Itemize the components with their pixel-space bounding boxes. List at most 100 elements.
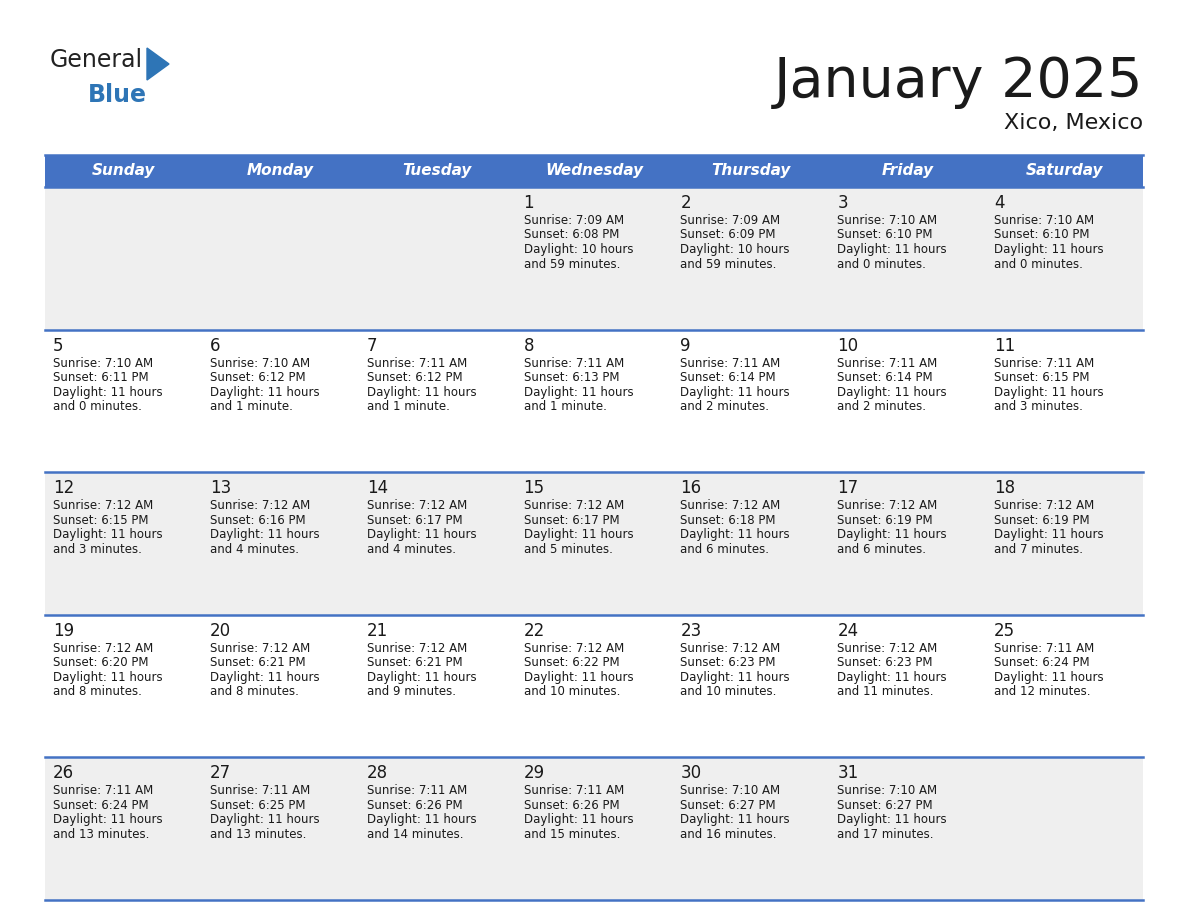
Text: Sunrise: 7:12 AM: Sunrise: 7:12 AM	[210, 499, 310, 512]
Text: Sunset: 6:27 PM: Sunset: 6:27 PM	[838, 799, 933, 812]
Text: 12: 12	[53, 479, 74, 498]
Text: Thursday: Thursday	[712, 163, 790, 178]
Text: Sunset: 6:21 PM: Sunset: 6:21 PM	[367, 656, 462, 669]
Text: Sunrise: 7:10 AM: Sunrise: 7:10 AM	[681, 784, 781, 798]
Text: Sunrise: 7:11 AM: Sunrise: 7:11 AM	[681, 356, 781, 370]
Text: Sunset: 6:12 PM: Sunset: 6:12 PM	[210, 371, 305, 384]
Bar	[986, 757, 1143, 900]
Text: Daylight: 11 hours: Daylight: 11 hours	[838, 528, 947, 542]
Text: Sunrise: 7:11 AM: Sunrise: 7:11 AM	[994, 356, 1094, 370]
Text: Sunrise: 7:12 AM: Sunrise: 7:12 AM	[53, 642, 153, 655]
Text: Daylight: 11 hours: Daylight: 11 hours	[994, 528, 1104, 542]
Text: 5: 5	[53, 337, 63, 354]
Bar	[672, 757, 829, 900]
Text: Sunrise: 7:09 AM: Sunrise: 7:09 AM	[681, 214, 781, 227]
Text: Blue: Blue	[88, 83, 147, 107]
Text: 13: 13	[210, 479, 232, 498]
Bar	[45, 472, 202, 615]
Text: Sunset: 6:26 PM: Sunset: 6:26 PM	[367, 799, 462, 812]
Text: 28: 28	[367, 765, 387, 782]
Bar	[516, 187, 672, 330]
Text: 3: 3	[838, 194, 848, 212]
Text: Sunset: 6:26 PM: Sunset: 6:26 PM	[524, 799, 619, 812]
Bar	[202, 472, 359, 615]
Text: Sunset: 6:19 PM: Sunset: 6:19 PM	[994, 514, 1089, 527]
Text: Sunset: 6:21 PM: Sunset: 6:21 PM	[210, 656, 305, 669]
Bar	[359, 330, 516, 472]
Text: Sunrise: 7:12 AM: Sunrise: 7:12 AM	[367, 499, 467, 512]
Text: Sunset: 6:15 PM: Sunset: 6:15 PM	[994, 371, 1089, 384]
Bar	[516, 615, 672, 757]
Text: 27: 27	[210, 765, 230, 782]
Text: and 16 minutes.: and 16 minutes.	[681, 828, 777, 841]
Text: 29: 29	[524, 765, 544, 782]
Text: 10: 10	[838, 337, 859, 354]
Text: Sunrise: 7:12 AM: Sunrise: 7:12 AM	[994, 499, 1094, 512]
Text: Daylight: 11 hours: Daylight: 11 hours	[524, 671, 633, 684]
Bar	[516, 330, 672, 472]
Text: and 15 minutes.: and 15 minutes.	[524, 828, 620, 841]
Bar	[986, 472, 1143, 615]
Text: Sunrise: 7:10 AM: Sunrise: 7:10 AM	[838, 784, 937, 798]
Text: 14: 14	[367, 479, 387, 498]
Text: Xico, Mexico: Xico, Mexico	[1004, 113, 1143, 133]
Text: Sunrise: 7:12 AM: Sunrise: 7:12 AM	[524, 642, 624, 655]
Bar	[202, 615, 359, 757]
Text: and 13 minutes.: and 13 minutes.	[53, 828, 150, 841]
Text: 4: 4	[994, 194, 1005, 212]
Text: Sunset: 6:25 PM: Sunset: 6:25 PM	[210, 799, 305, 812]
Text: Daylight: 11 hours: Daylight: 11 hours	[524, 813, 633, 826]
Text: Sunset: 6:19 PM: Sunset: 6:19 PM	[838, 514, 933, 527]
Text: Daylight: 11 hours: Daylight: 11 hours	[367, 813, 476, 826]
Bar	[516, 155, 672, 187]
Text: Sunrise: 7:11 AM: Sunrise: 7:11 AM	[838, 356, 937, 370]
Text: Daylight: 11 hours: Daylight: 11 hours	[53, 528, 163, 542]
Text: 30: 30	[681, 765, 702, 782]
Text: and 5 minutes.: and 5 minutes.	[524, 543, 613, 555]
Bar	[359, 155, 516, 187]
Text: and 1 minute.: and 1 minute.	[524, 400, 606, 413]
Bar	[202, 155, 359, 187]
Text: 17: 17	[838, 479, 859, 498]
Text: Sunset: 6:20 PM: Sunset: 6:20 PM	[53, 656, 148, 669]
Bar	[202, 187, 359, 330]
Bar	[45, 187, 202, 330]
Bar	[359, 187, 516, 330]
Text: Sunrise: 7:10 AM: Sunrise: 7:10 AM	[838, 214, 937, 227]
Text: and 9 minutes.: and 9 minutes.	[367, 686, 456, 699]
Text: Wednesday: Wednesday	[545, 163, 643, 178]
Text: Sunrise: 7:10 AM: Sunrise: 7:10 AM	[53, 356, 153, 370]
Text: Sunset: 6:27 PM: Sunset: 6:27 PM	[681, 799, 776, 812]
Text: 22: 22	[524, 621, 545, 640]
Text: Sunset: 6:10 PM: Sunset: 6:10 PM	[838, 229, 933, 241]
Text: 11: 11	[994, 337, 1016, 354]
Text: General: General	[50, 48, 143, 72]
Text: and 4 minutes.: and 4 minutes.	[367, 543, 456, 555]
Text: 16: 16	[681, 479, 702, 498]
Text: and 0 minutes.: and 0 minutes.	[53, 400, 141, 413]
Text: Daylight: 11 hours: Daylight: 11 hours	[210, 528, 320, 542]
Text: Sunrise: 7:12 AM: Sunrise: 7:12 AM	[681, 642, 781, 655]
Text: Daylight: 11 hours: Daylight: 11 hours	[210, 813, 320, 826]
Text: Daylight: 11 hours: Daylight: 11 hours	[838, 813, 947, 826]
Text: 26: 26	[53, 765, 74, 782]
Text: Sunset: 6:15 PM: Sunset: 6:15 PM	[53, 514, 148, 527]
Bar	[829, 615, 986, 757]
Text: Daylight: 11 hours: Daylight: 11 hours	[838, 386, 947, 398]
Text: 21: 21	[367, 621, 388, 640]
Text: Tuesday: Tuesday	[403, 163, 472, 178]
Text: 6: 6	[210, 337, 220, 354]
Text: and 11 minutes.: and 11 minutes.	[838, 686, 934, 699]
Bar	[202, 330, 359, 472]
Text: Friday: Friday	[881, 163, 934, 178]
Text: Sunset: 6:23 PM: Sunset: 6:23 PM	[681, 656, 776, 669]
Text: and 2 minutes.: and 2 minutes.	[681, 400, 770, 413]
Text: and 7 minutes.: and 7 minutes.	[994, 543, 1083, 555]
Text: Daylight: 11 hours: Daylight: 11 hours	[994, 243, 1104, 256]
Text: 18: 18	[994, 479, 1016, 498]
Bar	[672, 187, 829, 330]
Text: and 12 minutes.: and 12 minutes.	[994, 686, 1091, 699]
Text: 20: 20	[210, 621, 230, 640]
Text: 19: 19	[53, 621, 74, 640]
Text: Sunset: 6:22 PM: Sunset: 6:22 PM	[524, 656, 619, 669]
